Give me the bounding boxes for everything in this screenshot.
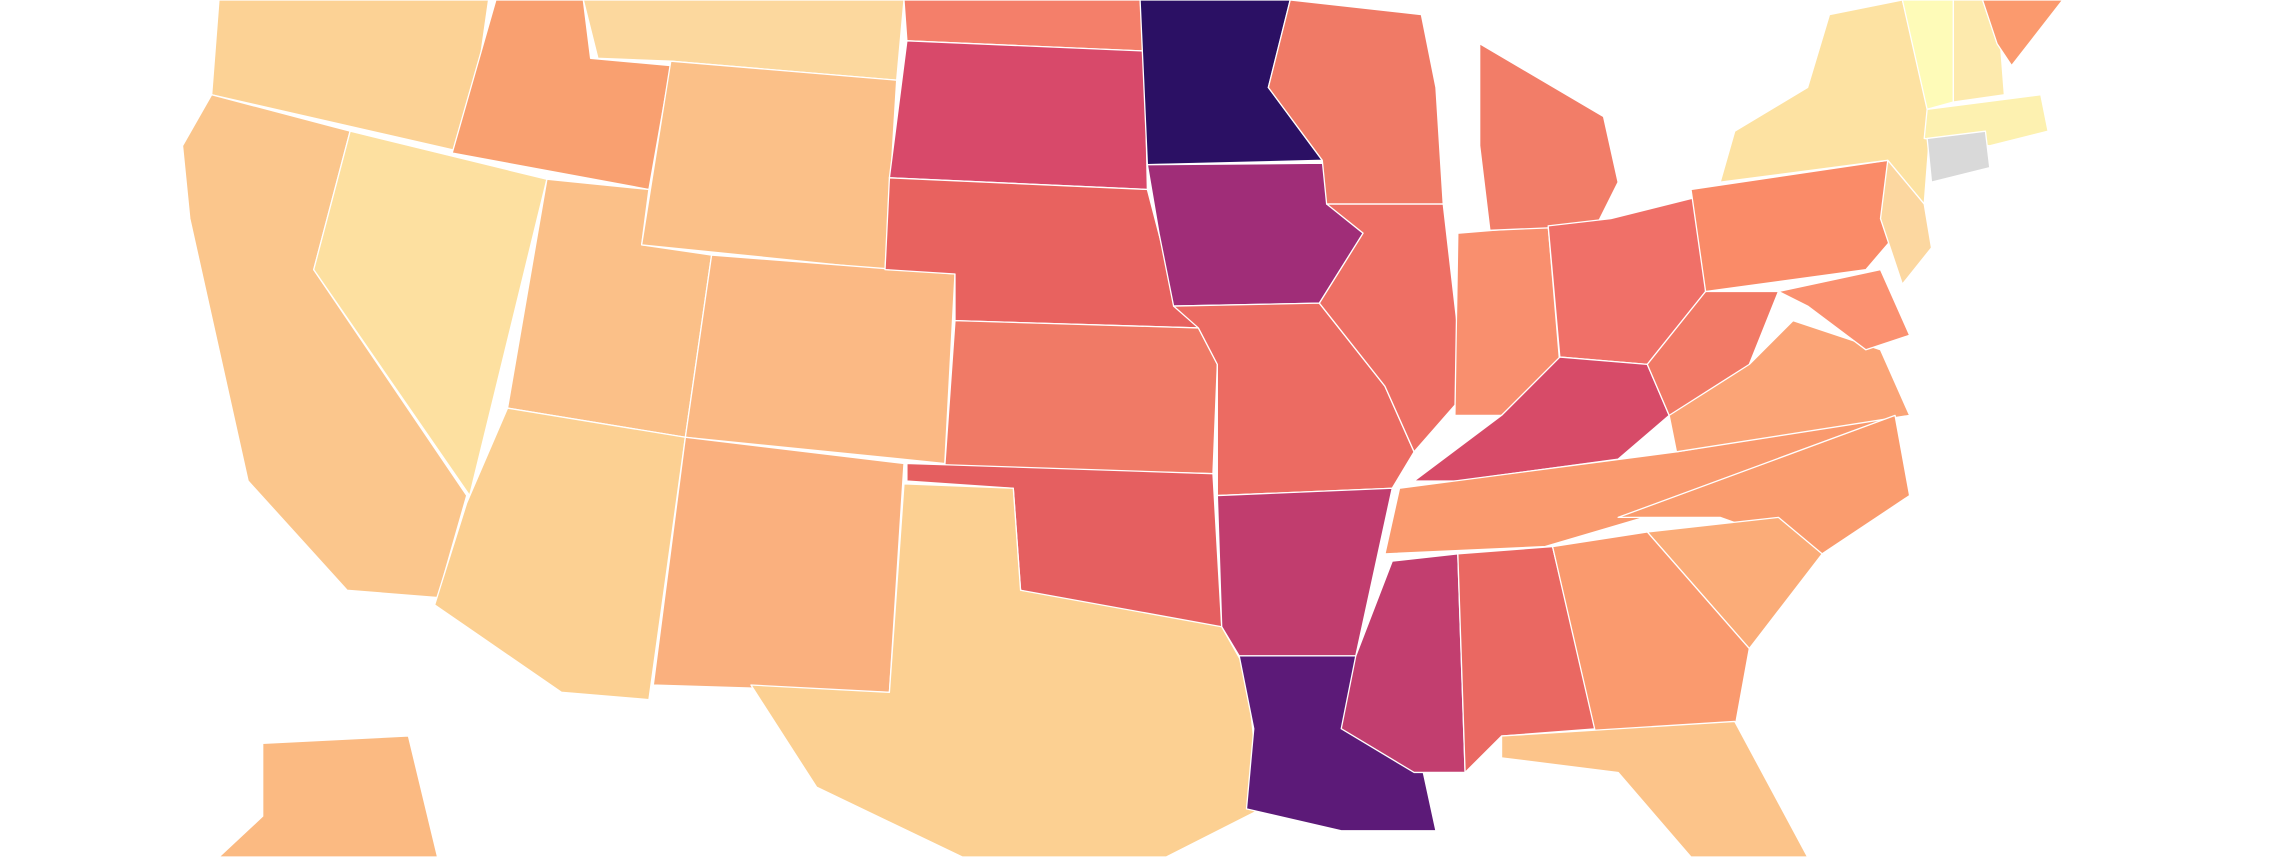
state-region [1617, 414, 1911, 555]
state-region [1479, 43, 1619, 231]
state-region [944, 319, 1218, 475]
state-region [1500, 720, 1809, 857]
state-region [1668, 319, 1911, 453]
state-region [640, 60, 898, 271]
state-region [750, 483, 1262, 857]
state-region [1318, 203, 1466, 453]
state-region [218, 735, 439, 857]
state-region [1923, 94, 2049, 147]
state-region [888, 40, 1149, 191]
state-region [1777, 268, 1911, 351]
state-region [652, 436, 905, 693]
state-region [1926, 130, 1991, 183]
state-region [1981, 0, 2064, 67]
state-region [1551, 531, 1750, 737]
state-region [1879, 159, 1933, 285]
state-region [1457, 545, 1597, 774]
state-region [684, 254, 956, 465]
